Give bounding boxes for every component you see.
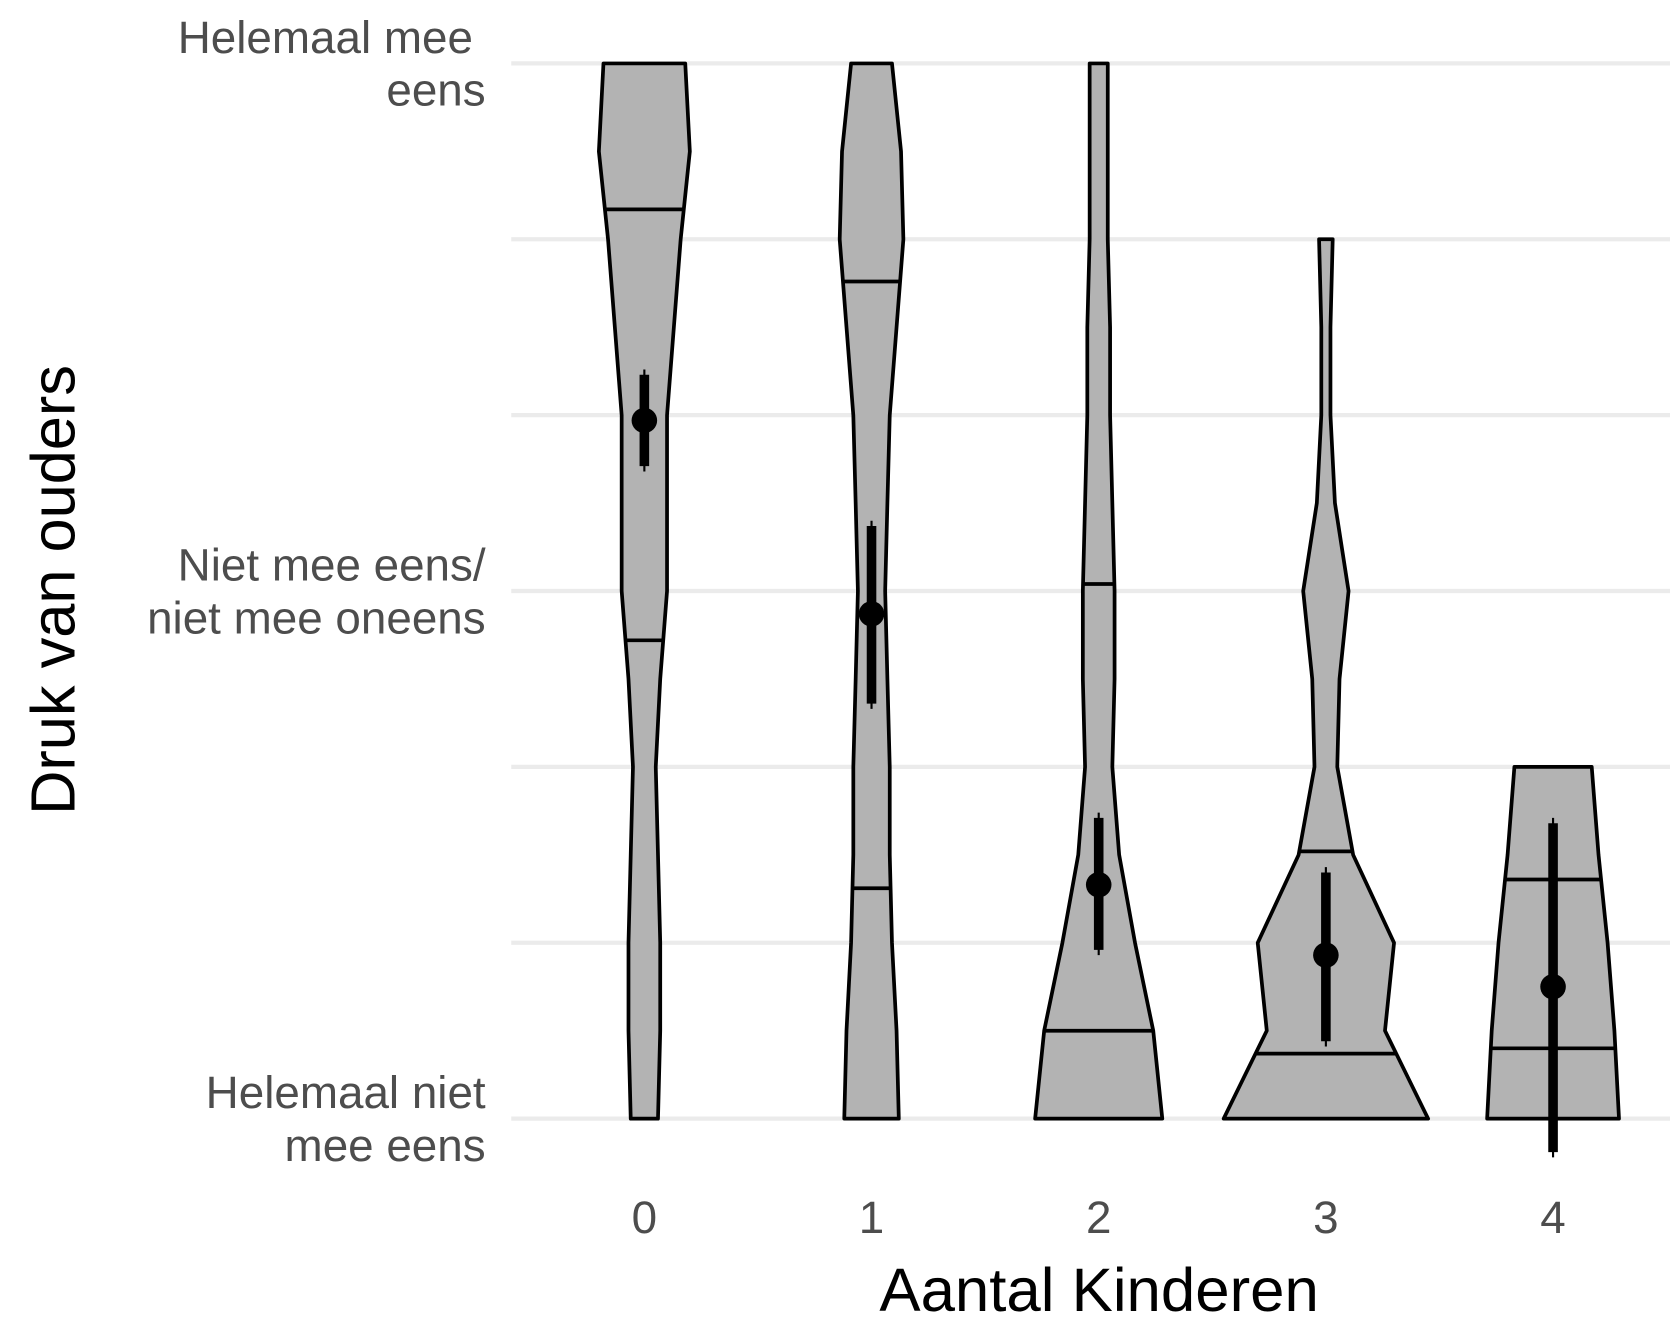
violin [1221,237,1430,1121]
mean-point [1085,872,1112,898]
mean-point [631,407,658,434]
y-axis-title: Druk van ouders [19,365,88,815]
mean-point [1313,942,1339,968]
violin [1033,61,1165,1121]
mean-point [858,601,885,627]
y-tick-label: Helemaal mee eens [178,12,486,116]
x-tick-label: 4 [1540,1192,1565,1243]
x-axis-title: Aantal Kinderen [879,1256,1318,1325]
violin [597,61,692,1121]
x-tick-label: 1 [859,1192,884,1243]
y-tick-label: Helemaal niet mee eens [206,1067,486,1171]
mean-point [1540,974,1566,1000]
x-tick-label: 2 [1086,1192,1111,1243]
x-tick-label: 3 [1313,1192,1338,1243]
y-tick-label: Niet mee eens/niet mee oneens [147,540,486,644]
x-tick-label: 0 [632,1192,657,1243]
